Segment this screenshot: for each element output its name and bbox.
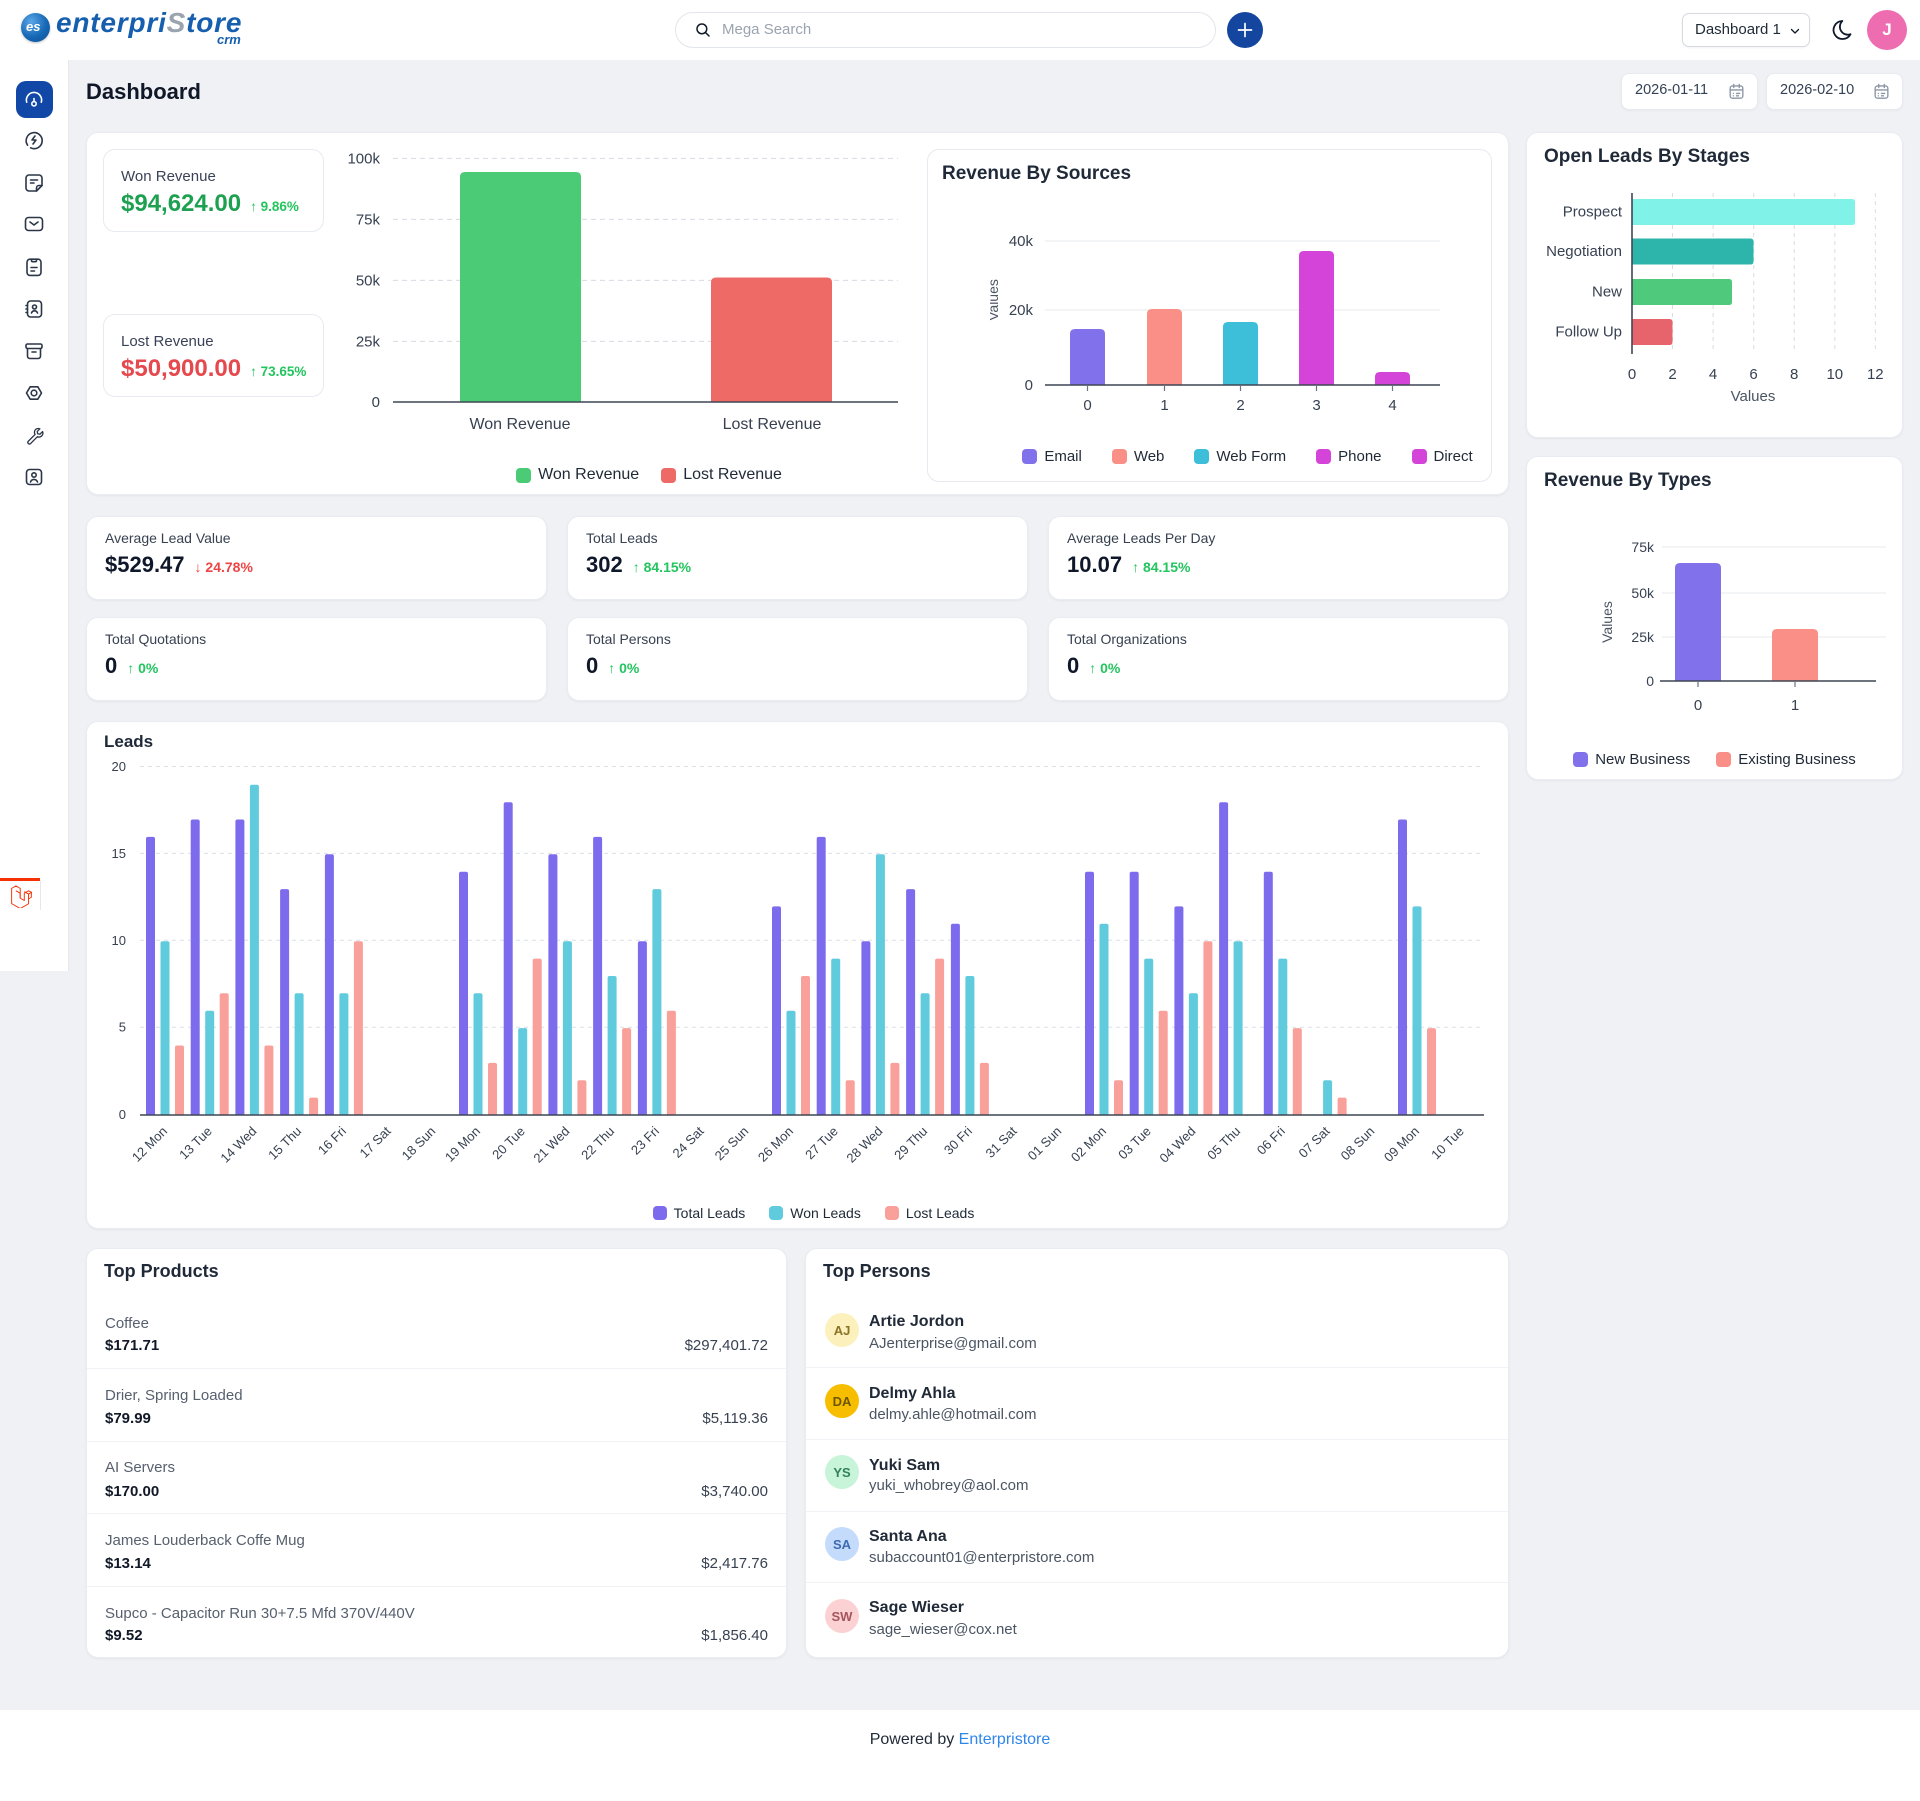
svg-text:30 Fri: 30 Fri <box>941 1123 975 1157</box>
svg-text:12 Mon: 12 Mon <box>129 1124 170 1165</box>
svg-text:2: 2 <box>1236 397 1244 414</box>
svg-text:10: 10 <box>112 933 126 948</box>
svg-text:Values: Values <box>1731 388 1776 405</box>
svg-text:0: 0 <box>372 394 380 411</box>
svg-text:50k: 50k <box>356 272 381 289</box>
svg-text:0: 0 <box>1646 673 1654 689</box>
svg-text:Won Revenue: Won Revenue <box>469 416 570 433</box>
svg-text:100k: 100k <box>347 150 380 167</box>
svg-text:31 Sat: 31 Sat <box>983 1123 1020 1160</box>
svg-text:13 Tue: 13 Tue <box>176 1124 215 1163</box>
svg-text:17 Sat: 17 Sat <box>357 1123 394 1160</box>
svg-text:22 Thu: 22 Thu <box>578 1124 617 1163</box>
svg-text:Values: Values <box>1600 601 1615 643</box>
svg-text:5: 5 <box>119 1020 126 1035</box>
svg-text:18 Sun: 18 Sun <box>399 1124 439 1164</box>
svg-text:10: 10 <box>1826 366 1843 383</box>
svg-text:Follow Up: Follow Up <box>1555 324 1622 341</box>
svg-text:29 Thu: 29 Thu <box>891 1124 930 1163</box>
svg-text:15 Thu: 15 Thu <box>265 1124 304 1163</box>
svg-text:75k: 75k <box>1631 539 1655 555</box>
svg-text:12: 12 <box>1867 366 1884 383</box>
svg-text:03 Tue: 03 Tue <box>1115 1124 1154 1163</box>
svg-text:07 Sat: 07 Sat <box>1296 1123 1333 1160</box>
svg-text:20: 20 <box>112 759 126 774</box>
svg-text:04 Wed: 04 Wed <box>1156 1124 1198 1166</box>
svg-text:0: 0 <box>1628 366 1636 383</box>
svg-text:Prospect: Prospect <box>1563 204 1623 221</box>
svg-text:27 Tue: 27 Tue <box>802 1124 841 1163</box>
svg-text:Lost Revenue: Lost Revenue <box>723 416 822 433</box>
svg-text:16 Fri: 16 Fri <box>315 1123 349 1157</box>
svg-text:10 Tue: 10 Tue <box>1428 1124 1467 1163</box>
svg-text:25 Sun: 25 Sun <box>712 1124 752 1164</box>
svg-text:20k: 20k <box>1009 302 1034 319</box>
svg-text:0: 0 <box>119 1107 126 1122</box>
svg-text:4: 4 <box>1709 366 1717 383</box>
svg-text:1: 1 <box>1160 397 1168 414</box>
svg-text:28 Wed: 28 Wed <box>843 1124 885 1166</box>
svg-text:24 Sat: 24 Sat <box>670 1123 707 1160</box>
svg-text:6: 6 <box>1749 366 1757 383</box>
svg-text:01 Sun: 01 Sun <box>1025 1124 1065 1164</box>
svg-text:0: 0 <box>1694 697 1702 714</box>
svg-text:50k: 50k <box>1631 585 1655 601</box>
svg-text:3: 3 <box>1312 397 1320 414</box>
svg-text:14 Wed: 14 Wed <box>217 1124 259 1166</box>
svg-text:23 Fri: 23 Fri <box>628 1123 662 1157</box>
svg-text:0: 0 <box>1025 377 1033 394</box>
svg-text:05 Thu: 05 Thu <box>1204 1124 1243 1163</box>
svg-text:06 Fri: 06 Fri <box>1254 1123 1288 1157</box>
svg-text:25k: 25k <box>1631 629 1655 645</box>
svg-text:08 Sun: 08 Sun <box>1338 1124 1378 1164</box>
svg-text:09 Mon: 09 Mon <box>1381 1124 1422 1165</box>
svg-text:25k: 25k <box>356 333 381 350</box>
svg-text:21 Wed: 21 Wed <box>530 1124 572 1166</box>
svg-text:26 Mon: 26 Mon <box>755 1124 796 1165</box>
svg-text:20 Tue: 20 Tue <box>489 1124 528 1163</box>
svg-text:02 Mon: 02 Mon <box>1068 1124 1109 1165</box>
svg-text:4: 4 <box>1388 397 1396 414</box>
svg-text:New: New <box>1592 284 1622 301</box>
svg-text:2: 2 <box>1668 366 1676 383</box>
svg-text:8: 8 <box>1790 366 1798 383</box>
svg-text:Values: Values <box>990 279 1001 321</box>
svg-text:0: 0 <box>1083 397 1091 414</box>
svg-text:40k: 40k <box>1009 233 1034 250</box>
svg-text:15: 15 <box>112 846 126 861</box>
svg-text:Negotiation: Negotiation <box>1546 243 1622 260</box>
svg-text:19 Mon: 19 Mon <box>442 1124 483 1165</box>
svg-text:1: 1 <box>1791 697 1799 714</box>
svg-text:75k: 75k <box>356 211 381 228</box>
